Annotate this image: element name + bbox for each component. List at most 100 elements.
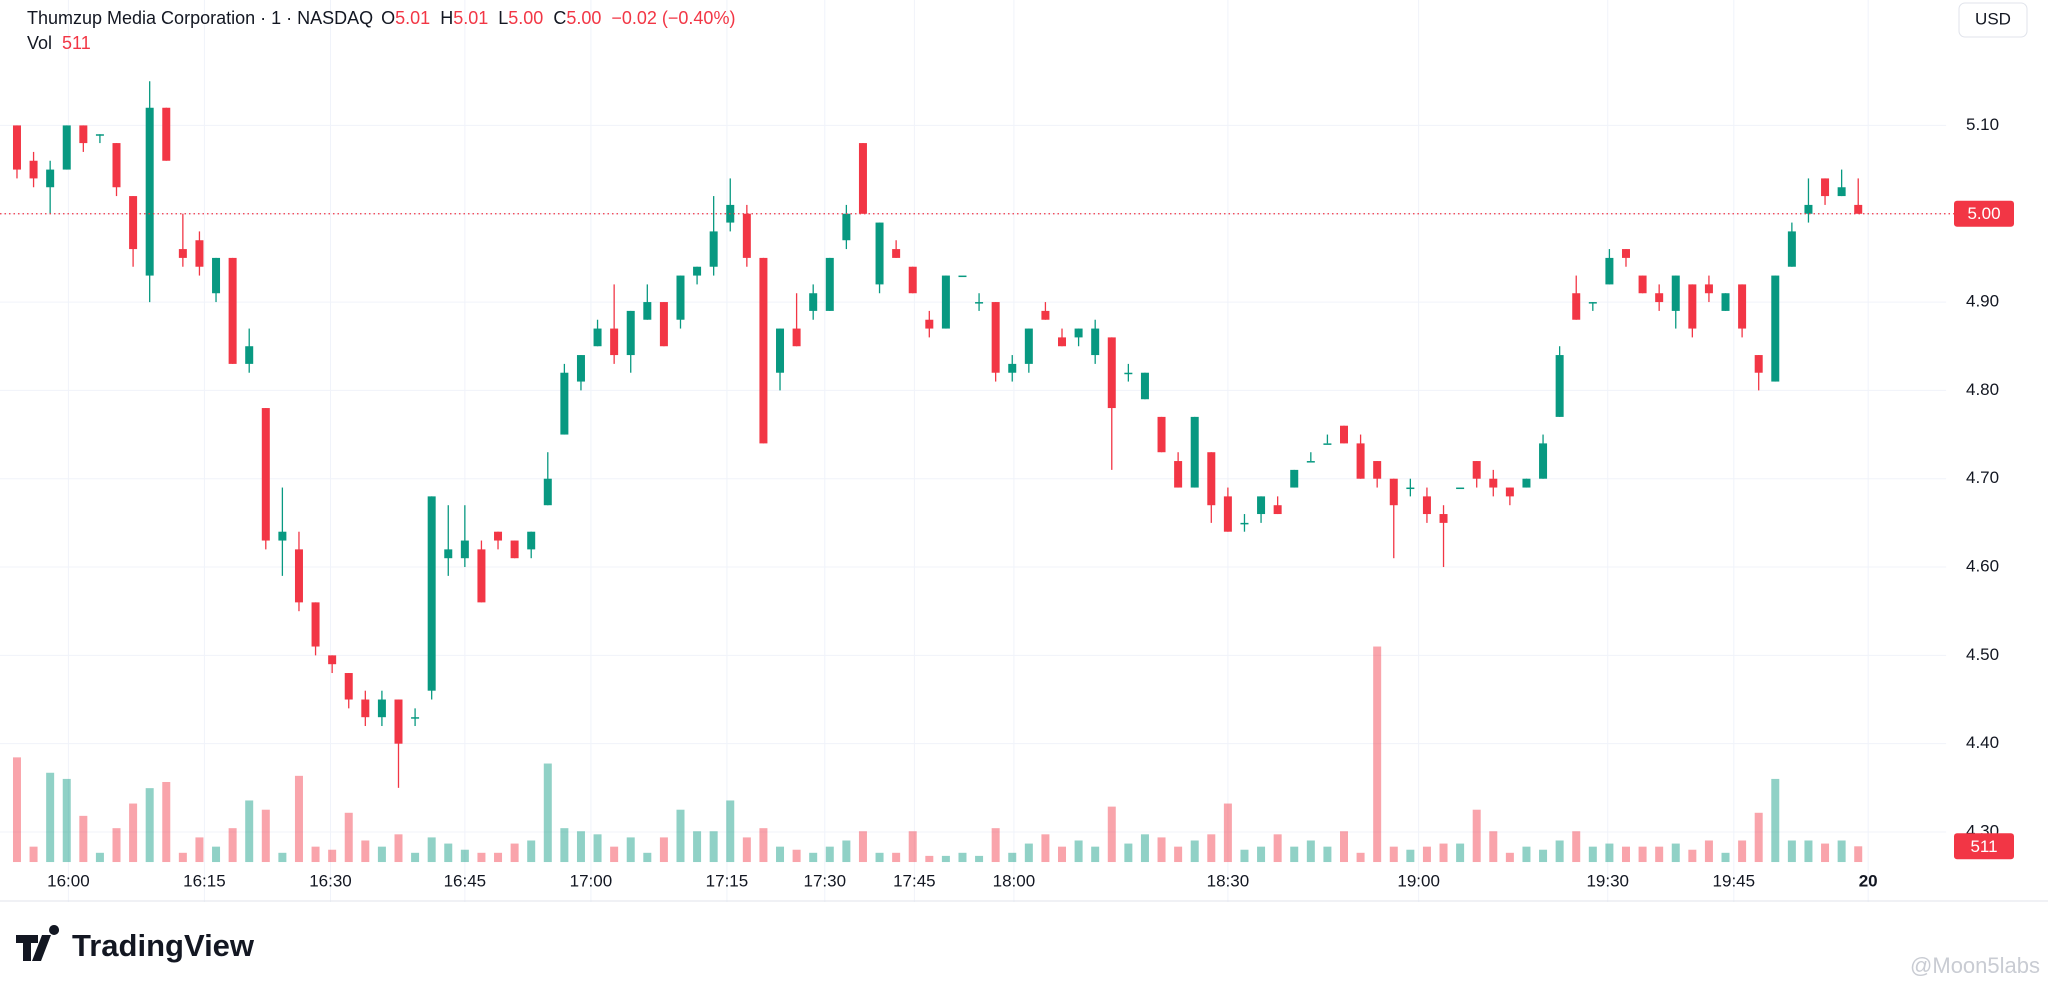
volume-bar xyxy=(1439,843,1448,863)
volume-bar xyxy=(842,840,851,863)
candle-body xyxy=(659,302,668,347)
candle-body xyxy=(809,293,818,311)
candle-body xyxy=(444,549,453,559)
volume-bar xyxy=(1854,846,1863,863)
x-tick-label: 17:15 xyxy=(706,871,749,890)
volume-bar xyxy=(261,809,270,863)
candle-body xyxy=(162,107,171,161)
candle-body xyxy=(1323,443,1332,445)
candle-body xyxy=(1688,284,1697,329)
volume-bar xyxy=(1157,837,1166,863)
volume-bar xyxy=(693,831,702,863)
candle-body xyxy=(12,125,21,170)
volume-bar xyxy=(79,815,88,863)
volume-bar xyxy=(858,831,867,863)
volume-bar xyxy=(311,846,320,863)
candle-body xyxy=(79,125,88,144)
volume-bar xyxy=(1356,852,1365,863)
candle-body xyxy=(693,266,702,276)
candle-body xyxy=(212,257,221,294)
volume-bar xyxy=(1704,840,1713,863)
candle-body xyxy=(1854,204,1863,214)
currency-button[interactable] xyxy=(1958,2,2028,38)
volume-bar xyxy=(344,812,353,863)
volume-bar xyxy=(1240,849,1249,863)
y-tick-label: 4.70 xyxy=(1966,468,1999,487)
volume-bar xyxy=(460,849,469,863)
axis-layer: 4.304.404.504.604.704.804.905.005.1016:0… xyxy=(0,115,2014,890)
ohlc-key: H xyxy=(440,8,453,28)
candle-body xyxy=(1771,275,1780,382)
ohlc-key: O xyxy=(381,8,395,28)
volume-bar xyxy=(46,772,55,863)
candle-body xyxy=(626,310,635,356)
candle-body xyxy=(1655,293,1664,303)
volume-bar xyxy=(62,778,71,863)
vol-label: Vol xyxy=(27,33,52,53)
volume-bar xyxy=(1787,840,1796,863)
volume-bar xyxy=(676,809,685,863)
candle-body xyxy=(460,540,469,559)
candle-body xyxy=(1157,416,1166,453)
y-tick-label: 5.10 xyxy=(1966,115,1999,134)
volume-bar xyxy=(1373,646,1382,863)
volume-bar xyxy=(1024,843,1033,863)
candle-body xyxy=(377,699,386,718)
volume-bar xyxy=(1223,803,1232,863)
candle-body xyxy=(1223,496,1232,532)
volume-bar xyxy=(195,837,204,863)
candle-body xyxy=(941,275,950,329)
volume-bar xyxy=(1771,778,1780,863)
volume-bar xyxy=(1323,846,1332,863)
candle-body xyxy=(311,602,320,647)
candle-body xyxy=(328,655,337,665)
candle-body xyxy=(1505,487,1514,497)
volume-bar xyxy=(1389,846,1398,863)
candle-body xyxy=(1091,328,1100,356)
candle-body xyxy=(742,213,751,258)
volume-bar xyxy=(1008,852,1017,863)
candle-body xyxy=(1389,478,1398,506)
last-volume-badge xyxy=(1954,833,2014,860)
volume-bar xyxy=(29,846,38,863)
volume-bar xyxy=(427,837,436,863)
candle-body xyxy=(1041,310,1050,320)
candle-body xyxy=(427,496,436,691)
currency[interactable]: USD xyxy=(1975,9,2011,28)
volume-bar xyxy=(1738,840,1747,863)
candle-body xyxy=(560,372,569,435)
volume-bar xyxy=(1257,846,1266,863)
brand-name: TradingView xyxy=(72,928,255,963)
volume-bar xyxy=(659,837,668,863)
x-tick-label: 16:45 xyxy=(444,871,487,890)
volume-bar xyxy=(941,855,950,863)
candle-body xyxy=(46,169,55,188)
volume-bar xyxy=(1804,840,1813,863)
volume-bar xyxy=(145,788,154,863)
x-tick-label: 17:45 xyxy=(893,871,936,890)
volume-bar xyxy=(742,837,751,863)
volume-bar xyxy=(1638,846,1647,863)
candle-body xyxy=(1190,416,1199,488)
candle-body xyxy=(1207,452,1216,506)
candle-body xyxy=(1024,328,1033,364)
volume-bar xyxy=(1107,806,1116,863)
ohlc-value: 5.01 xyxy=(395,8,430,28)
candle-body xyxy=(1439,514,1448,523)
y-tick-label: 4.60 xyxy=(1966,557,1999,576)
candle-body xyxy=(1539,443,1548,479)
volume-bar xyxy=(494,852,503,863)
candle-body xyxy=(576,355,585,382)
x-tick-label: 19:00 xyxy=(1397,871,1440,890)
volume-bar xyxy=(1688,849,1697,863)
volume-bar xyxy=(394,834,403,863)
candle-body xyxy=(95,134,104,136)
volume-bar xyxy=(1207,834,1216,863)
volume-bar xyxy=(958,852,967,863)
candle-body xyxy=(62,125,71,170)
candle-body xyxy=(842,213,851,241)
candle-body xyxy=(1638,275,1647,294)
volume-bar xyxy=(1406,849,1415,863)
